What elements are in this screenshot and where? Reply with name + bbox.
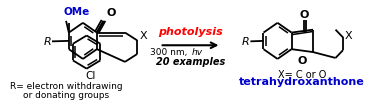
Text: OMe: OMe [63, 7, 90, 17]
Text: R= electron withdrawing: R= electron withdrawing [10, 82, 122, 90]
Text: R: R [242, 37, 249, 47]
Text: O: O [297, 56, 307, 65]
Text: 20 examples: 20 examples [156, 56, 225, 66]
Text: photolysis: photolysis [158, 27, 223, 37]
Text: O: O [300, 10, 309, 20]
Text: 300 nm,: 300 nm, [150, 48, 191, 57]
Text: X= C or O: X= C or O [278, 69, 326, 79]
Text: tetrahydroxanthone: tetrahydroxanthone [239, 77, 365, 87]
Text: or donating groups: or donating groups [23, 90, 109, 99]
Text: Cl: Cl [85, 70, 96, 80]
Text: hv: hv [191, 48, 203, 57]
Text: R: R [43, 37, 51, 47]
Text: O: O [106, 8, 116, 18]
Text: X: X [140, 30, 147, 40]
Text: X: X [345, 30, 353, 40]
